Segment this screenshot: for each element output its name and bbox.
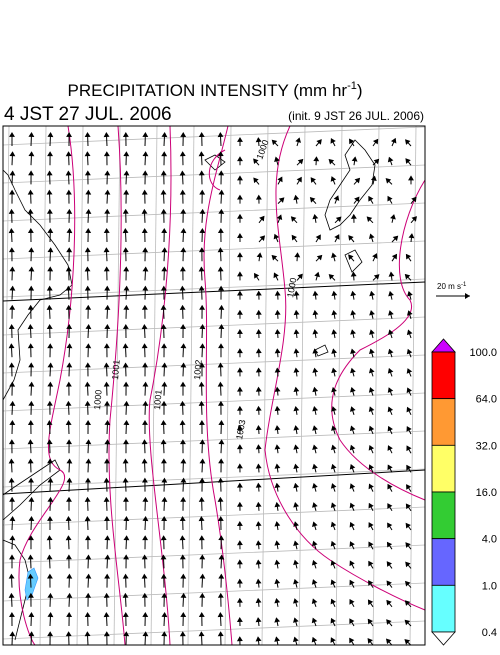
colorbar-segment xyxy=(432,492,455,539)
colorbar-label: 0.4 xyxy=(482,627,497,639)
colorbar-segment xyxy=(432,352,455,399)
wind-scale-text: 20 m s xyxy=(437,282,461,291)
colorbar-segment xyxy=(432,585,455,632)
wind-scale-exponent: -1 xyxy=(461,282,467,288)
colorbar-label: 4.0 xyxy=(482,534,497,546)
colorbar-under xyxy=(432,632,455,645)
wind-scale-arrowhead xyxy=(465,293,470,299)
colorbar-label: 1.0 xyxy=(482,580,497,592)
isobar-label: 1002 xyxy=(192,359,204,380)
title-exponent: -1 xyxy=(347,80,357,92)
isobar-label: 1001 xyxy=(152,389,164,410)
isobar-label: 1000 xyxy=(92,389,104,410)
map-background xyxy=(3,126,425,645)
colorbar-label: 16.0 xyxy=(476,487,497,499)
title-close: ) xyxy=(357,81,363,100)
init-time: (init. 9 JST 26 JUL. 2006) xyxy=(288,109,424,123)
wind-scale: 20 m s-1 xyxy=(436,282,470,299)
map-area: 1000 1000 1001 1001 1002 1003 1000 xyxy=(3,126,425,645)
colorbar-label: 100.0 xyxy=(469,347,497,359)
title: PRECIPITATION INTENSITY (mm hr-1) xyxy=(67,80,362,100)
colorbar-segment xyxy=(432,445,455,492)
colorbar-over xyxy=(432,339,455,352)
title-text: PRECIPITATION INTENSITY (mm hr xyxy=(67,81,347,100)
wind-scale-label: 20 m s-1 xyxy=(437,282,467,291)
colorbar-label: 32.0 xyxy=(476,440,497,452)
valid-time: 4 JST 27 JUL. 2006 xyxy=(4,104,172,125)
isobar-label: 1001 xyxy=(110,359,122,380)
colorbar-segment xyxy=(432,539,455,586)
colorbar-segment xyxy=(432,399,455,446)
colorbar-label: 64.0 xyxy=(476,394,497,406)
colorbar: 100.0 64.0 32.0 16.0 4.0 1.0 0.4 xyxy=(432,339,497,645)
